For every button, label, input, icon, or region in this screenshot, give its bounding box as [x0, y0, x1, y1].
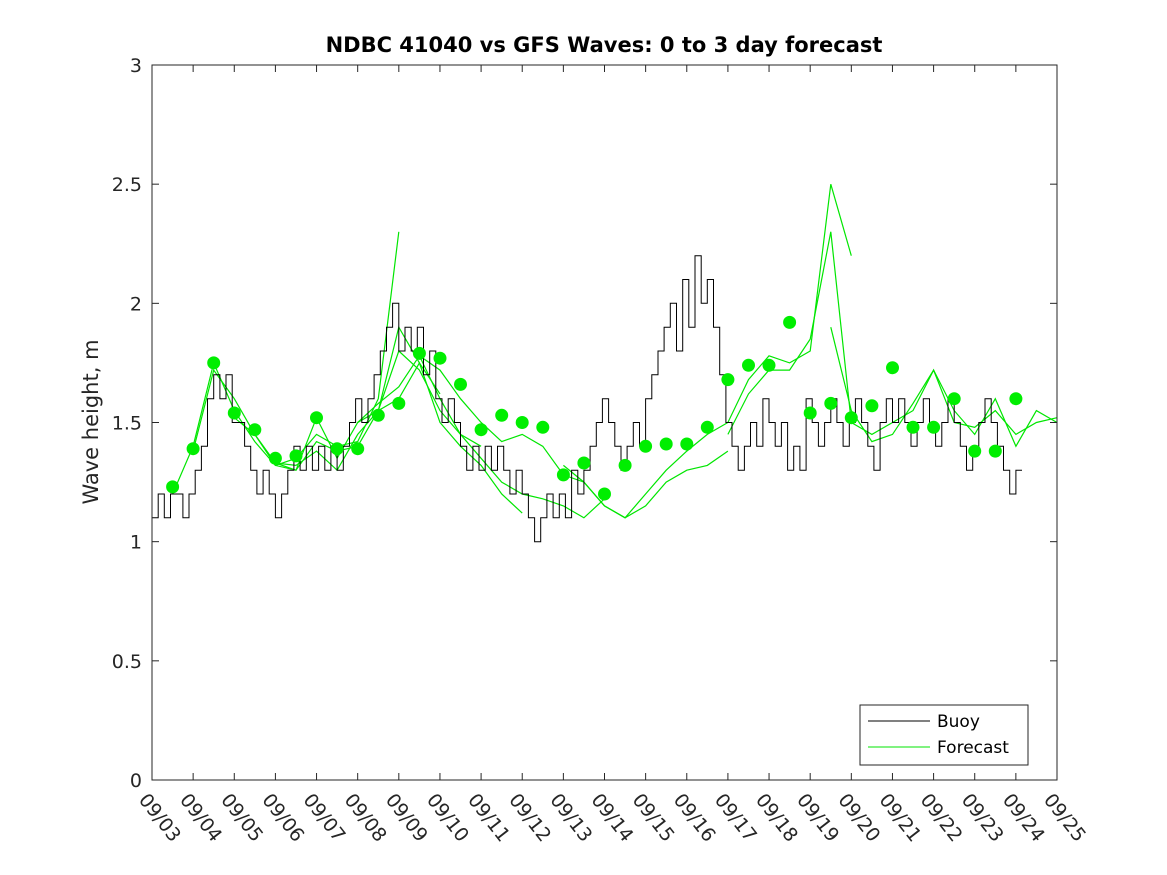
forecast-marker — [371, 408, 385, 422]
forecast-marker — [330, 442, 344, 456]
series-layer — [152, 184, 1058, 543]
forecast-marker — [700, 420, 714, 434]
forecast-marker — [803, 406, 817, 420]
forecast-marker — [742, 358, 755, 372]
legend-box — [859, 704, 1029, 766]
forecast-series-9 — [830, 327, 1058, 448]
forecast-marker — [762, 358, 776, 372]
buoy-series — [152, 255, 1022, 543]
chart-title: NDBC 41040 vs GFS Waves: 0 to 3 day fore… — [326, 33, 883, 57]
forecast-series-1 — [172, 231, 400, 495]
forecast-marker — [947, 392, 961, 406]
forecast-marker — [1009, 392, 1023, 406]
forecast-marker — [454, 377, 467, 391]
forecast-marker — [433, 351, 447, 365]
forecast-marker — [577, 456, 591, 470]
forecast-marker — [618, 458, 632, 472]
forecast-marker — [536, 420, 550, 434]
y-tick-label: 2 — [130, 293, 142, 315]
y-axis-label: Wave height, m — [79, 339, 103, 504]
y-tick-label: 2.5 — [112, 174, 142, 196]
forecast-marker — [495, 408, 509, 422]
forecast-marker — [474, 423, 488, 437]
forecast-marker — [968, 444, 982, 458]
forecast-marker — [412, 346, 426, 360]
y-tick-label: 0.5 — [112, 651, 142, 673]
forecast-marker — [268, 451, 282, 465]
forecast-marker — [207, 356, 221, 370]
forecast-marker — [310, 411, 323, 425]
forecast-series-6 — [419, 355, 729, 519]
forecast-marker — [680, 437, 694, 451]
forecast-marker — [556, 468, 570, 482]
forecast-marker — [227, 406, 241, 420]
forecast-marker — [289, 449, 303, 463]
y-tick-label: 1 — [130, 532, 142, 554]
forecast-marker — [988, 444, 1002, 458]
legend: Buoy Forecast — [859, 704, 1029, 766]
forecast-marker — [783, 315, 797, 329]
forecast-marker — [659, 437, 673, 451]
y-tick-label: 1.5 — [112, 413, 142, 435]
forecast-marker — [351, 442, 365, 456]
forecast-marker — [824, 396, 838, 410]
forecast-marker — [886, 361, 899, 375]
forecast-marker — [166, 480, 180, 494]
forecast-marker — [865, 399, 879, 413]
y-tick-label: 3 — [130, 55, 142, 77]
forecast-marker — [515, 416, 529, 429]
forecast-series-7 — [563, 184, 852, 519]
legend-buoy-label: Buoy — [937, 712, 980, 732]
forecast-marker — [927, 420, 941, 434]
forecast-marker — [721, 373, 735, 387]
forecast-marker — [639, 439, 653, 453]
forecast-series-5 — [357, 354, 605, 519]
forecast-marker — [248, 423, 262, 437]
forecast-marker — [906, 420, 920, 434]
legend-forecast-label: Forecast — [937, 738, 1009, 758]
forecast-markers — [166, 315, 1023, 501]
forecast-marker — [392, 396, 406, 410]
forecast-marker — [186, 442, 200, 456]
forecast-marker — [598, 487, 611, 501]
forecast-marker — [844, 411, 858, 425]
y-tick-label: 0 — [130, 770, 142, 792]
